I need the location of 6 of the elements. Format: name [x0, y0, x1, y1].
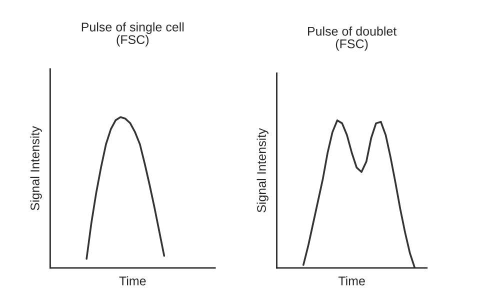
y-axis-title: Signal Intensity	[256, 128, 268, 212]
y-axis-title: Signal Intensity	[30, 126, 42, 210]
x-axis-title: Time	[338, 276, 365, 286]
chart-title: Pulse of single cell (FSC)	[82, 22, 184, 47]
chart-title: Pulse of doublet (FSC)	[308, 26, 397, 51]
x-axis-title: Time	[119, 276, 146, 286]
